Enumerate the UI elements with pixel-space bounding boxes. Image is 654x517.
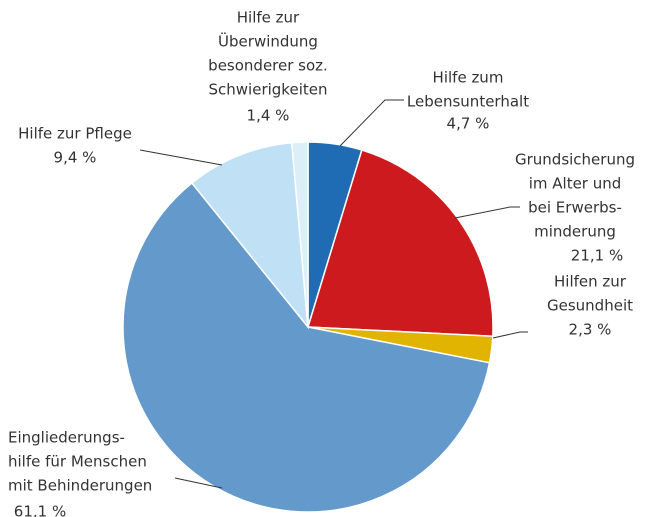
pie-slice [290,141,309,328]
value-label: 21,1 % [571,247,623,265]
slice-label: Schwierigkeiten [209,81,328,99]
slice-label: Eingliederungs- [8,429,125,447]
slice-label: bei Erwerbs- [528,199,622,217]
slice-label: hilfe für Menschen [8,453,147,471]
value-label: 4,7 % [447,115,490,133]
leader-line [454,206,520,219]
pie-slice [307,149,494,338]
slice-label: besonderer soz. [208,57,328,75]
leader-line [492,331,528,339]
slice-label: Lebensunterhalt [407,93,529,111]
leader-line [139,149,223,166]
leader-line [174,477,223,489]
slice-label: Hilfen zur [554,273,627,291]
value-label: 9,4 % [54,149,97,167]
slice-label: im Alter und [529,175,622,193]
leader-line [339,99,404,147]
slice-label: Grundsicherung [515,151,635,169]
value-label: 2,3 % [569,321,612,339]
slice-label: Überwindung [218,32,318,51]
pie-slice [122,181,491,513]
slice-label: mit Behinderungen [8,477,152,495]
slice-label: Hilfe zur Pflege [18,125,132,143]
pie-slice [190,141,309,330]
value-label: 61,1 % [14,503,66,517]
slice-label: Hilfe zur [237,9,300,27]
slice-label: Hilfe zum [433,69,504,87]
slice-label: Gesundheit [547,297,633,315]
value-label: 1,4 % [247,107,290,125]
slice-label: minderung [534,223,616,241]
